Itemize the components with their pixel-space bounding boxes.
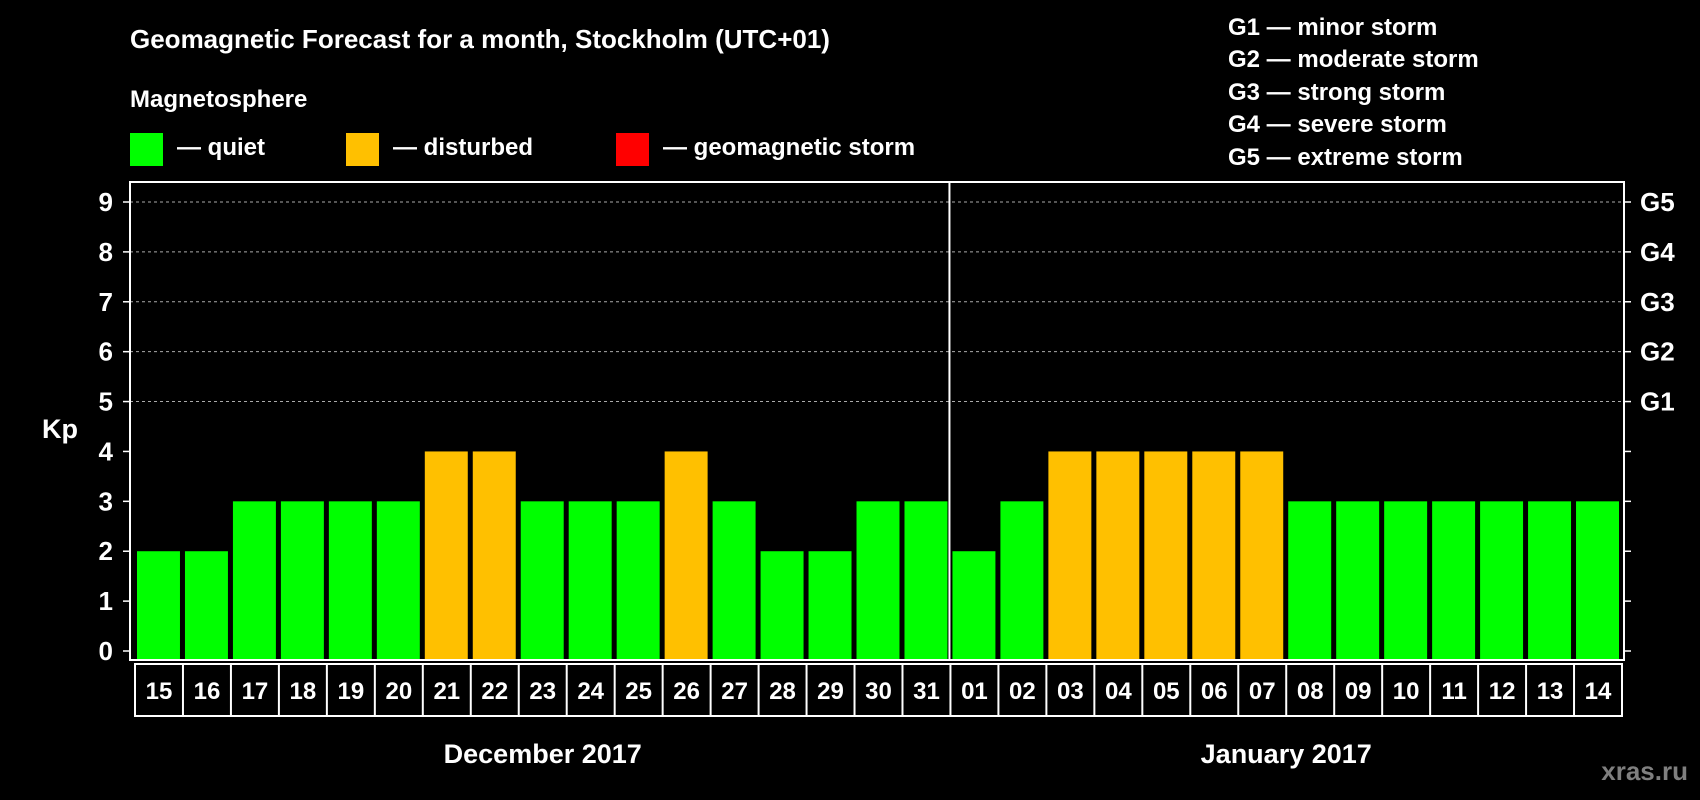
- bar-21: [424, 451, 468, 660]
- bar-16: [184, 551, 228, 660]
- x-tick-label: 06: [1201, 678, 1228, 705]
- bar-22: [472, 451, 516, 660]
- bar-17: [232, 501, 276, 660]
- x-tick-label: 04: [1105, 678, 1132, 705]
- x-label-frame: [134, 663, 1623, 717]
- bar-09: [1336, 501, 1380, 660]
- x-tick-label: 16: [194, 678, 221, 705]
- y-axis-label: Kp: [42, 414, 78, 444]
- y-tick-label: 6: [99, 337, 113, 367]
- x-tick-label: 14: [1585, 678, 1612, 705]
- x-tick-label: 11: [1441, 678, 1466, 705]
- x-tick-label: 21: [433, 678, 460, 705]
- x-tick-label: 05: [1153, 678, 1180, 705]
- month-label-0: December 2017: [444, 739, 642, 769]
- x-tick-label: 10: [1393, 678, 1420, 705]
- bar-29: [808, 551, 852, 660]
- legend-label-quiet: — quiet: [177, 134, 265, 161]
- g-level-label: G1: [1640, 387, 1675, 417]
- legend-label-disturbed: — disturbed: [393, 134, 534, 161]
- x-tick-label: 28: [769, 678, 796, 705]
- legend-swatch-disturbed: [346, 133, 379, 166]
- x-tick-label: 19: [338, 678, 365, 705]
- bar-23: [520, 501, 564, 660]
- x-tick-label: 27: [721, 678, 748, 705]
- bar-20: [376, 501, 420, 660]
- chart-title: Geomagnetic Forecast for a month, Stockh…: [130, 24, 830, 54]
- plot-frame: [129, 181, 1625, 661]
- x-tick-label: 20: [385, 678, 412, 705]
- x-tick-label: 09: [1345, 678, 1372, 705]
- bar-31: [904, 501, 948, 660]
- x-tick-label: 01: [961, 678, 988, 705]
- bar-24: [568, 501, 612, 660]
- storm-scale-g4: G4 — severe storm: [1228, 111, 1447, 138]
- bar-10: [1384, 501, 1428, 660]
- y-tick-label: 7: [99, 287, 113, 317]
- x-tick-label: 29: [817, 678, 844, 705]
- x-tick-label: 18: [290, 678, 317, 705]
- x-tick-label: 22: [481, 678, 508, 705]
- bar-06: [1192, 451, 1236, 660]
- x-tick-label: 15: [146, 678, 173, 705]
- bar-18: [280, 501, 324, 660]
- month-label-1: January 2017: [1201, 739, 1372, 769]
- g-level-label: G2: [1640, 337, 1675, 367]
- x-tick-label: 24: [577, 678, 604, 705]
- bar-14: [1576, 501, 1619, 660]
- x-tick-label: 23: [529, 678, 556, 705]
- y-tick-label: 3: [99, 486, 113, 516]
- legend-label-storm: — geomagnetic storm: [663, 134, 916, 161]
- x-tick-label: 17: [242, 678, 269, 705]
- y-tick-label: 8: [99, 237, 113, 267]
- x-tick-label: 31: [913, 678, 940, 705]
- bar-11: [1432, 501, 1476, 660]
- bar-12: [1480, 501, 1524, 660]
- legend-heading: Magnetosphere: [130, 86, 308, 113]
- bar-07: [1240, 451, 1284, 660]
- bar-13: [1528, 501, 1572, 660]
- bar-27: [712, 501, 756, 660]
- bar-15: [137, 551, 180, 660]
- watermark: xras.ru: [1601, 756, 1688, 786]
- legend-swatch-storm: [616, 133, 649, 166]
- bar-03: [1048, 451, 1092, 660]
- legend-swatch-quiet: [130, 133, 163, 166]
- bar-19: [328, 501, 372, 660]
- x-tick-label: 07: [1249, 678, 1276, 705]
- y-tick-label: 2: [99, 536, 113, 566]
- bar-08: [1288, 501, 1332, 660]
- storm-scale-g2: G2 — moderate storm: [1228, 46, 1479, 73]
- storm-scale-g1: G1 — minor storm: [1228, 14, 1438, 41]
- x-tick-label: 12: [1489, 678, 1516, 705]
- bar-02: [1000, 501, 1044, 660]
- x-tick-label: 13: [1537, 678, 1564, 705]
- x-tick-label: 08: [1297, 678, 1324, 705]
- y-tick-label: 5: [99, 387, 113, 417]
- g-level-label: G5: [1640, 187, 1675, 217]
- bar-01: [952, 551, 996, 660]
- storm-scale-g3: G3 — strong storm: [1228, 79, 1446, 106]
- bar-25: [616, 501, 660, 660]
- x-tick-label: 26: [673, 678, 700, 705]
- y-tick-label: 4: [99, 436, 114, 466]
- bar-26: [664, 451, 708, 660]
- g-level-label: G4: [1640, 237, 1675, 267]
- bar-28: [760, 551, 804, 660]
- bar-05: [1144, 451, 1188, 660]
- x-tick-label: 03: [1057, 678, 1084, 705]
- bar-04: [1096, 451, 1140, 660]
- y-tick-label: 1: [99, 586, 113, 616]
- y-tick-label: 9: [99, 187, 113, 217]
- y-tick-label: 0: [99, 636, 113, 666]
- x-tick-label: 02: [1009, 678, 1036, 705]
- x-tick-label: 30: [865, 678, 892, 705]
- g-level-label: G3: [1640, 287, 1675, 317]
- bar-30: [856, 501, 900, 660]
- x-tick-label: 25: [625, 678, 652, 705]
- storm-scale-g5: G5 — extreme storm: [1228, 144, 1463, 171]
